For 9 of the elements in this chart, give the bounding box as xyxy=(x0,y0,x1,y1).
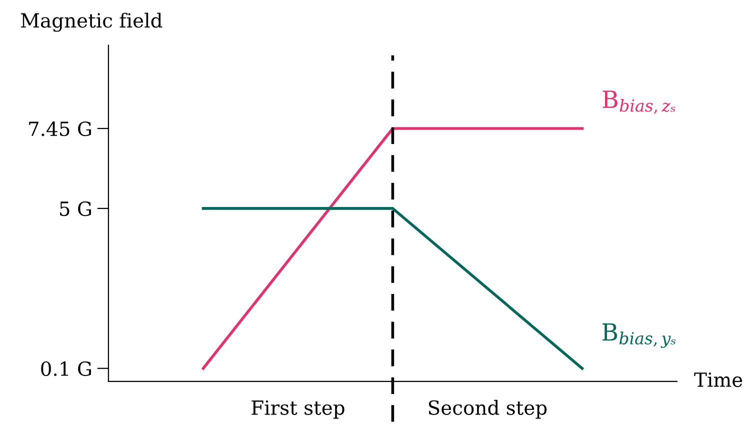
y-tick-label: 0.1 G xyxy=(41,361,91,376)
y-axis-title: Magnetic field xyxy=(21,12,162,32)
text: First step xyxy=(252,400,344,419)
text: Second step xyxy=(428,400,547,419)
series-label: B$_{bias,yₛ}$ xyxy=(602,323,676,348)
y-tick-label: 5 G xyxy=(60,201,91,216)
series-label: B$_{bias,zₛ}$ xyxy=(602,90,676,114)
y-tick-label: 7.45 G xyxy=(29,121,91,136)
text: Time xyxy=(694,372,742,388)
